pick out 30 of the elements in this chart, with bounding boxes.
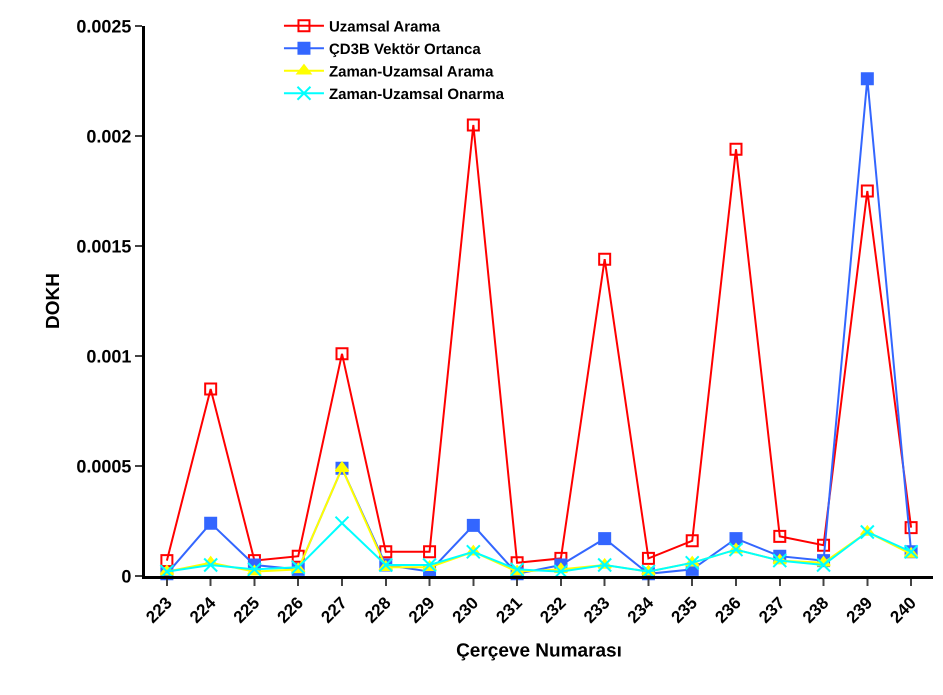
- x-tick-label: 234: [624, 592, 658, 627]
- legend-label: Uzamsal Arama: [328, 18, 441, 36]
- x-tick-label: 239: [842, 593, 876, 627]
- x-tick-label: 227: [317, 593, 351, 627]
- x-tick-label: 224: [186, 592, 220, 627]
- x-tick-label: 237: [755, 593, 789, 627]
- legend-label: Zaman-Uzamsal Arama: [328, 64, 494, 81]
- x-tick-label: 231: [492, 593, 526, 627]
- x-tick-label: 223: [142, 593, 176, 627]
- x-tick-label: 233: [580, 593, 614, 627]
- y-tick-label: 0.0005: [76, 456, 132, 476]
- legend-label: ÇD3B Vektör Ortanca: [328, 41, 482, 58]
- y-axis-title: DOKH: [43, 273, 64, 329]
- x-tick-label: 228: [361, 593, 395, 627]
- x-tick-label: 238: [798, 593, 832, 627]
- x-tick-label: 226: [274, 593, 308, 627]
- y-tick-label: 0: [121, 566, 132, 586]
- x-tick-label: 225: [230, 593, 264, 627]
- y-tick-label: 0.001: [86, 346, 132, 366]
- x-tick-label: 236: [711, 593, 745, 627]
- x-tick-label: 235: [668, 593, 702, 627]
- x-tick-label: 240: [886, 593, 920, 627]
- y-tick-label: 0.002: [86, 126, 132, 146]
- x-tick-label: 230: [448, 593, 482, 627]
- x-axis-title: Çerçeve Numarası: [456, 640, 622, 662]
- x-tick-label: 229: [404, 593, 438, 627]
- y-tick-label: 0.0025: [76, 16, 132, 36]
- x-tick-label: 232: [536, 593, 570, 627]
- y-tick-label: 0.0015: [76, 236, 132, 256]
- legend-label: Zaman-Uzamsal Onarma: [328, 86, 505, 104]
